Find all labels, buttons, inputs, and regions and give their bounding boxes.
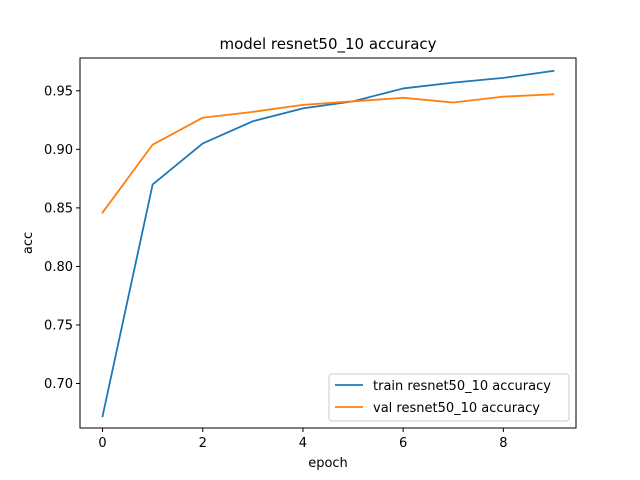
y-tick-label: 0.75 bbox=[44, 318, 73, 333]
y-tick-label: 0.90 bbox=[44, 143, 73, 158]
series-line-train bbox=[101, 69, 555, 418]
y-tick-label: 0.95 bbox=[44, 84, 73, 99]
x-tick-label: 0 bbox=[98, 436, 106, 451]
x-axis-label: epoch bbox=[308, 456, 348, 471]
series-line-val bbox=[101, 93, 555, 214]
x-tick-label: 6 bbox=[399, 436, 407, 451]
x-tick-label: 4 bbox=[299, 436, 307, 451]
legend-label-train: train resnet50_10 accuracy bbox=[373, 379, 551, 394]
chart-title: model resnet50_10 accuracy bbox=[219, 35, 436, 54]
axes-frame bbox=[79, 57, 577, 429]
y-tick-label: 0.70 bbox=[44, 377, 73, 392]
y-axis-ticks: 0.70 0.75 0.80 0.85 0.90 0.95 bbox=[44, 84, 80, 392]
legend: train resnet50_10 accuracy val resnet50_… bbox=[328, 373, 570, 422]
plot-area bbox=[101, 69, 555, 418]
y-tick-label: 0.85 bbox=[44, 201, 73, 216]
y-tick-label: 0.80 bbox=[44, 260, 73, 275]
x-tick-label: 2 bbox=[199, 436, 207, 451]
legend-label-val: val resnet50_10 accuracy bbox=[373, 401, 540, 416]
x-tick-label: 8 bbox=[499, 436, 507, 451]
x-axis-ticks: 0 2 4 6 8 bbox=[98, 428, 507, 451]
y-axis-label: acc bbox=[21, 232, 36, 254]
legend-box bbox=[328, 373, 570, 422]
